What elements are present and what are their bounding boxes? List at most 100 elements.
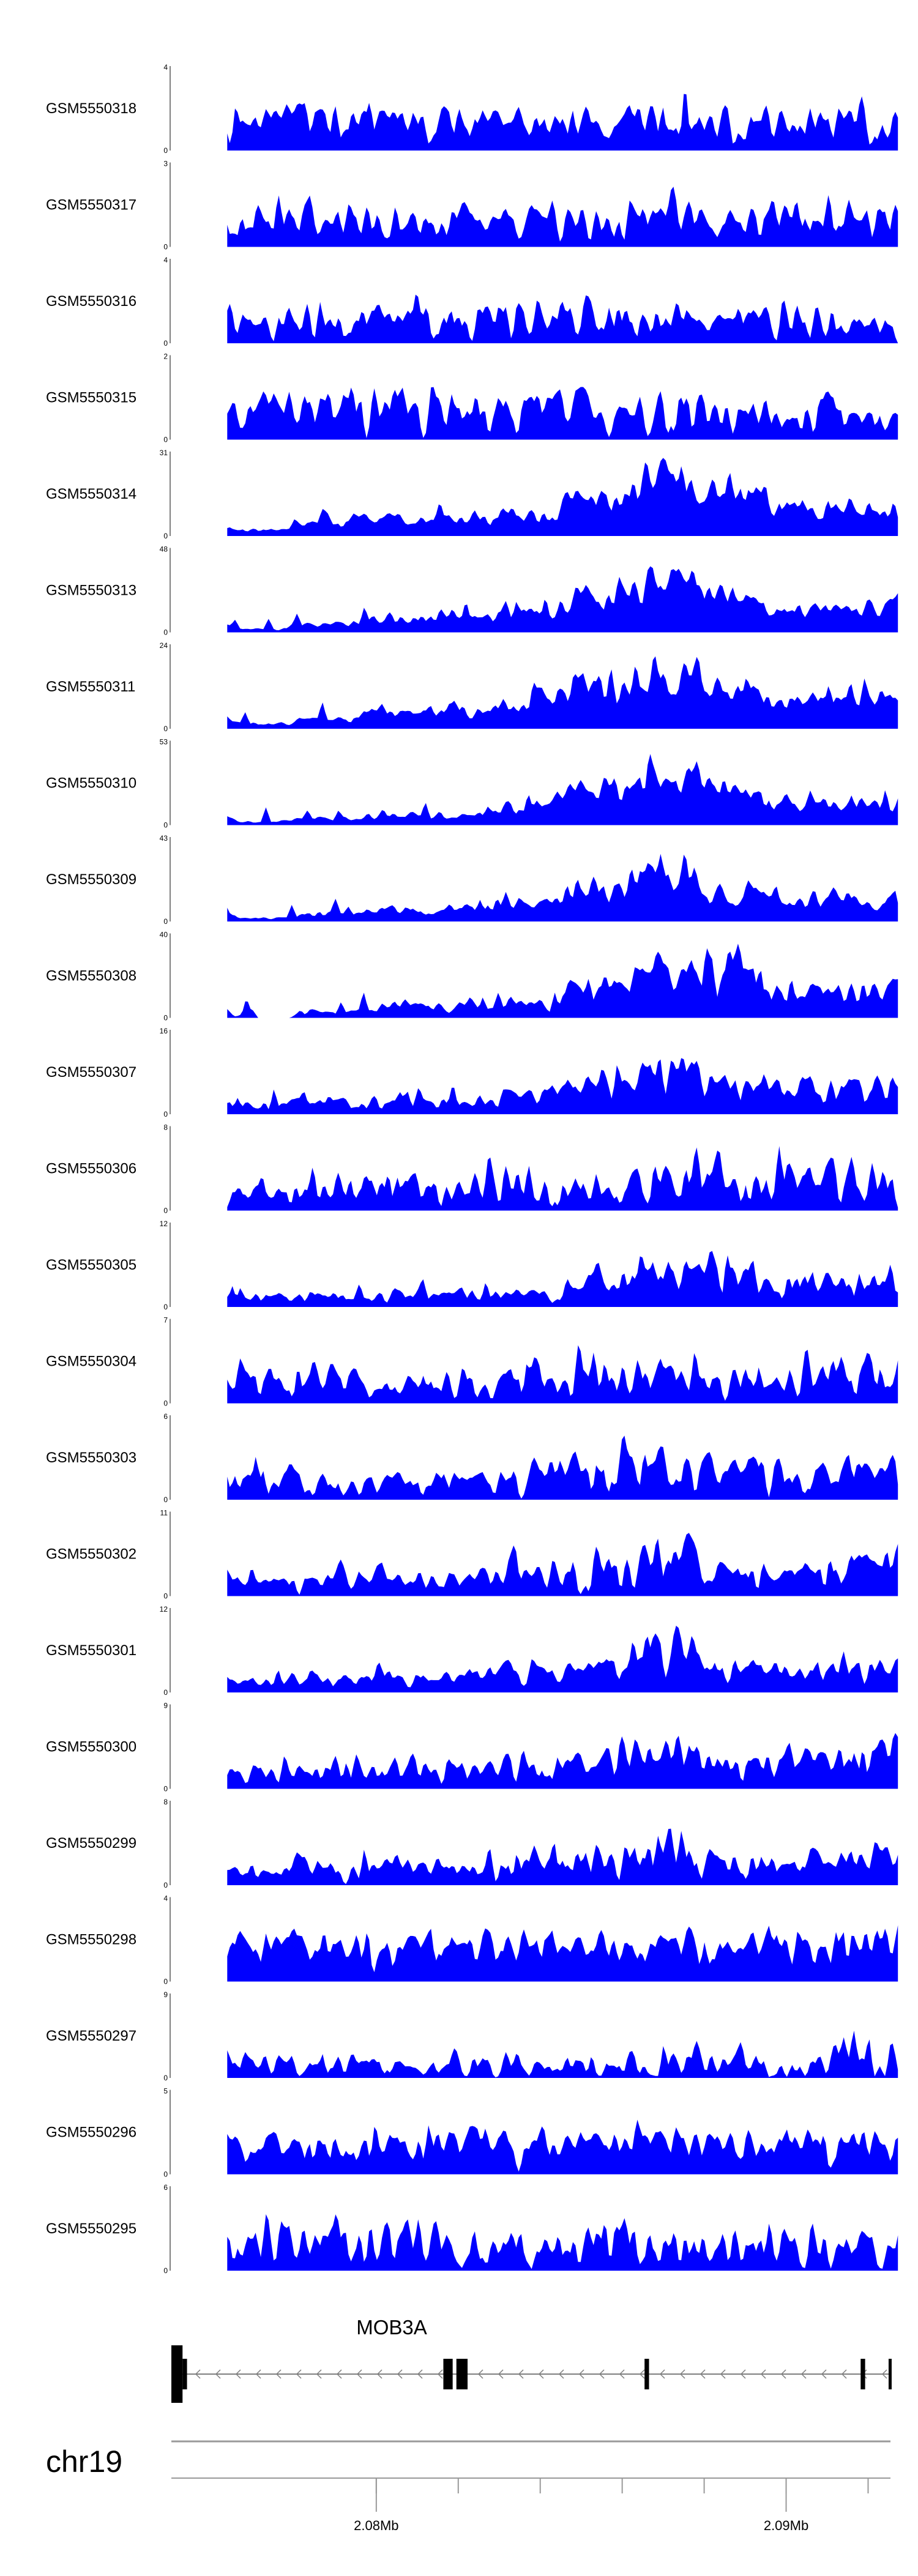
strand-arrow xyxy=(397,2369,403,2379)
axis-tick-label: 2.09Mb xyxy=(764,2518,808,2533)
track-label: GSM5550313 xyxy=(46,583,136,599)
track-label: GSM5550311 xyxy=(46,679,135,695)
strand-arrow xyxy=(437,2369,443,2379)
track-GSM5550298: GSM5550298 4 0 xyxy=(46,1894,898,1986)
y-min-label: 0 xyxy=(163,2074,168,2082)
y-max-label: 5 xyxy=(163,2087,168,2096)
coverage-area xyxy=(227,387,898,440)
y-max-label: 2 xyxy=(163,352,168,361)
strand-arrow xyxy=(881,2369,887,2379)
gene-label: MOB3A xyxy=(356,2316,427,2339)
strand-arrow xyxy=(578,2369,584,2379)
track-GSM5550300: GSM5550300 9 0 xyxy=(46,1702,898,1793)
y-min-label: 0 xyxy=(163,1978,168,1986)
y-max-label: 3 xyxy=(163,160,168,168)
track-GSM5550307: GSM5550307 16 0 xyxy=(46,1027,898,1119)
track-GSM5550317: GSM5550317 3 0 xyxy=(46,160,898,251)
track-GSM5550304: GSM5550304 7 0 xyxy=(46,1316,898,1408)
track-label: GSM5550296 xyxy=(46,2124,136,2141)
track-GSM5550295: GSM5550295 6 0 xyxy=(46,2183,898,2275)
track-GSM5550316: GSM5550316 4 0 xyxy=(46,256,898,348)
y-max-label: 12 xyxy=(160,1219,168,1228)
track-GSM5550306: GSM5550306 8 0 xyxy=(46,1123,898,1215)
track-GSM5550315: GSM5550315 2 0 xyxy=(46,352,898,444)
coverage-area xyxy=(227,1533,898,1596)
track-GSM5550311: GSM5550311 24 0 xyxy=(46,641,898,733)
coverage-area xyxy=(227,754,898,825)
coverage-area xyxy=(227,656,898,729)
axis-tick-label: 2.08Mb xyxy=(354,2518,398,2533)
strand-arrow xyxy=(316,2369,322,2379)
track-GSM5550308: GSM5550308 40 0 xyxy=(46,931,898,1022)
strand-arrow xyxy=(599,2369,605,2379)
coverage-area xyxy=(227,854,898,921)
track-label: GSM5550310 xyxy=(46,775,136,792)
strand-arrow xyxy=(538,2369,544,2379)
track-GSM5550297: GSM5550297 9 0 xyxy=(46,1990,898,2082)
coverage-area xyxy=(227,1925,898,1982)
track-GSM5550314: GSM5550314 31 0 xyxy=(46,449,898,540)
y-min-label: 0 xyxy=(163,339,168,348)
track-GSM5550303: GSM5550303 6 0 xyxy=(46,1412,898,1504)
coverage-area xyxy=(227,1146,898,1211)
strand-arrow xyxy=(296,2369,302,2379)
y-max-label: 4 xyxy=(163,1894,168,1903)
track-label: GSM5550309 xyxy=(46,871,136,888)
y-min-label: 0 xyxy=(163,1592,168,1601)
strand-arrow xyxy=(780,2369,786,2379)
genome-axis: 2.08Mb 2.09Mb xyxy=(171,2477,890,2533)
track-label: GSM5550306 xyxy=(46,1161,136,1177)
y-min-label: 0 xyxy=(163,1303,168,1311)
chromosome-label: chr19 xyxy=(46,2444,122,2479)
y-max-label: 9 xyxy=(163,1990,168,1999)
coverage-area xyxy=(227,1828,898,1885)
strand-arrow xyxy=(417,2369,423,2379)
strand-arrow xyxy=(376,2369,382,2379)
track-GSM5550302: GSM5550302 11 0 xyxy=(46,1509,898,1601)
y-min-label: 0 xyxy=(163,1785,168,1793)
coverage-area xyxy=(227,944,898,1018)
coverage-area xyxy=(227,1058,898,1114)
coverage-area xyxy=(227,458,898,536)
y-max-label: 8 xyxy=(163,1798,168,1806)
y-max-label: 4 xyxy=(163,256,168,264)
y-min-label: 0 xyxy=(163,1495,168,1504)
strand-arrow xyxy=(195,2369,201,2379)
y-min-label: 0 xyxy=(163,628,168,637)
strand-arrow xyxy=(821,2369,827,2379)
coverage-area xyxy=(227,94,898,151)
strand-arrow xyxy=(518,2369,524,2379)
gene-exon xyxy=(888,2359,892,2389)
y-min-label: 0 xyxy=(163,1399,168,1408)
y-min-label: 0 xyxy=(163,1688,168,1697)
y-max-label: 24 xyxy=(160,641,168,650)
track-label: GSM5550302 xyxy=(46,1546,136,1563)
coverage-tracks: GSM555031840GSM555031730GSM555031640GSM5… xyxy=(46,63,898,2275)
strand-arrow xyxy=(760,2369,766,2379)
strand-arrow xyxy=(841,2369,847,2379)
y-min-label: 0 xyxy=(163,243,168,251)
track-GSM5550313: GSM5550313 48 0 xyxy=(46,545,898,637)
y-min-label: 0 xyxy=(163,821,168,830)
y-min-label: 0 xyxy=(163,2170,168,2179)
y-max-label: 43 xyxy=(160,834,168,843)
track-label: GSM5550315 xyxy=(46,390,136,406)
y-max-label: 53 xyxy=(160,738,168,746)
y-min-label: 0 xyxy=(163,146,168,155)
track-label: GSM5550308 xyxy=(46,968,136,985)
y-max-label: 31 xyxy=(160,449,168,457)
y-max-label: 40 xyxy=(160,931,168,939)
y-max-label: 12 xyxy=(160,1605,168,1614)
strand-arrow xyxy=(477,2369,483,2379)
y-max-label: 9 xyxy=(163,1702,168,1710)
coverage-area xyxy=(227,2120,898,2175)
strand-arrow xyxy=(356,2369,362,2379)
coverage-area xyxy=(227,2030,898,2078)
y-min-label: 0 xyxy=(163,532,168,540)
coverage-area xyxy=(227,294,898,343)
track-label: GSM5550295 xyxy=(46,2220,136,2237)
track-GSM5550310: GSM5550310 53 0 xyxy=(46,738,898,830)
strand-arrow xyxy=(336,2369,342,2379)
strand-arrow xyxy=(255,2369,261,2379)
